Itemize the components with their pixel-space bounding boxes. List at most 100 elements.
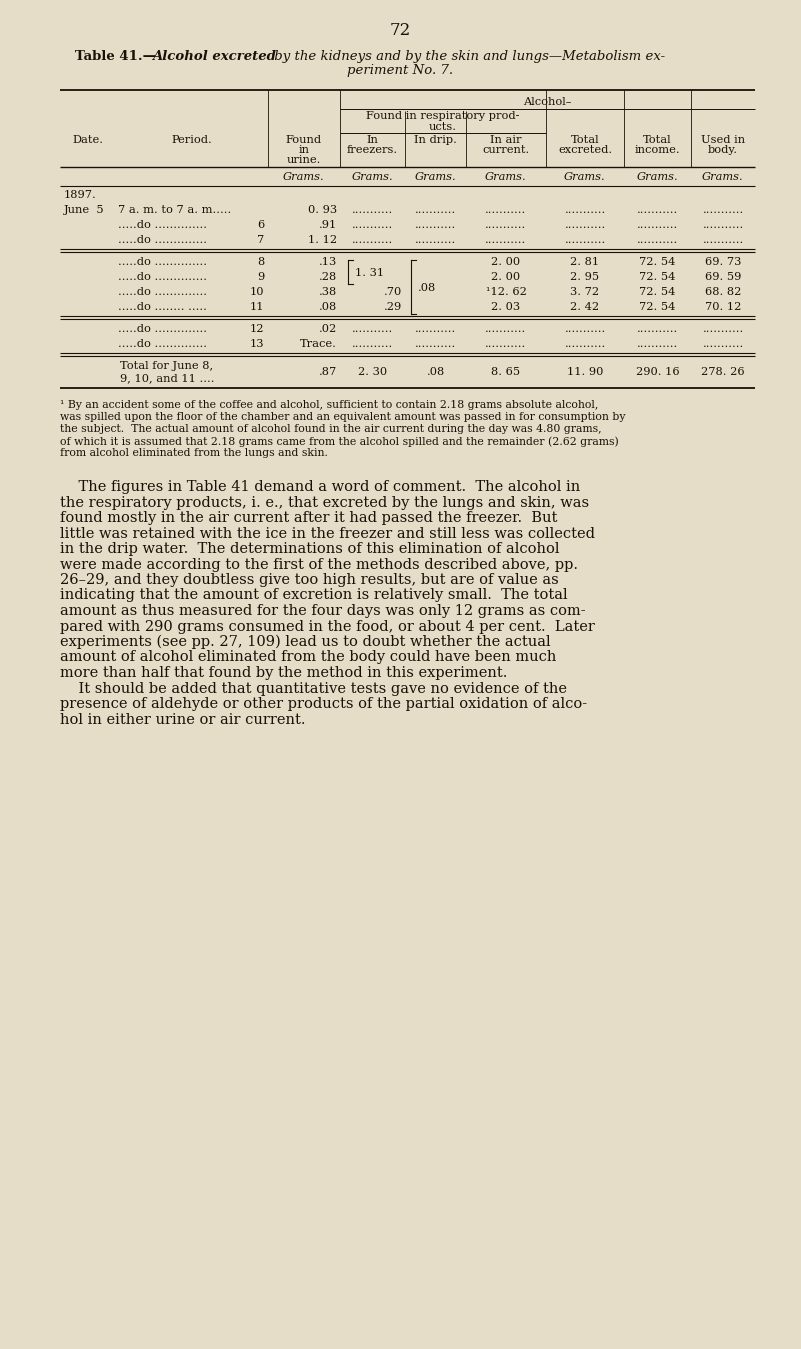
Text: 9, 10, and 11 ....: 9, 10, and 11 .... bbox=[120, 374, 215, 383]
Text: 9: 9 bbox=[257, 272, 264, 282]
Text: .....do ..............: .....do .............. bbox=[118, 324, 207, 335]
Text: .08: .08 bbox=[426, 367, 445, 376]
Text: Grams.: Grams. bbox=[415, 173, 457, 182]
Text: Grams.: Grams. bbox=[284, 173, 325, 182]
Text: ...........: ........... bbox=[485, 220, 526, 229]
Text: 8. 65: 8. 65 bbox=[492, 367, 521, 376]
Text: periment No. 7.: periment No. 7. bbox=[347, 63, 453, 77]
Text: more than half that found by the method in this experiment.: more than half that found by the method … bbox=[60, 666, 507, 680]
Text: experiments (see pp. 27, 109) lead us to doubt whether the actual: experiments (see pp. 27, 109) lead us to… bbox=[60, 635, 550, 649]
Text: ...........: ........... bbox=[637, 235, 678, 246]
Text: .....do ..............: .....do .............. bbox=[118, 287, 207, 297]
Text: ...........: ........... bbox=[565, 235, 606, 246]
Text: In: In bbox=[367, 135, 378, 144]
Text: 70. 12: 70. 12 bbox=[705, 302, 741, 312]
Text: body.: body. bbox=[708, 144, 738, 155]
Text: of which it is assumed that 2.18 grams came from the alcohol spilled and the rem: of which it is assumed that 2.18 grams c… bbox=[60, 436, 618, 447]
Text: 69. 73: 69. 73 bbox=[705, 258, 741, 267]
Text: 26–29, and they doubtless give too high results, but are of value as: 26–29, and they doubtless give too high … bbox=[60, 573, 559, 587]
Text: indicating that the amount of excretion is relatively small.  The total: indicating that the amount of excretion … bbox=[60, 588, 568, 603]
Text: 3. 72: 3. 72 bbox=[570, 287, 600, 297]
Text: income.: income. bbox=[634, 144, 680, 155]
Text: ...........: ........... bbox=[702, 324, 743, 335]
Text: in: in bbox=[299, 144, 309, 155]
Text: Used in: Used in bbox=[701, 135, 745, 144]
Text: .....do ..............: .....do .............. bbox=[118, 235, 207, 246]
Text: Alcohol–: Alcohol– bbox=[523, 97, 572, 107]
Text: Found in respiratory prod-: Found in respiratory prod- bbox=[366, 111, 520, 121]
Text: 2. 95: 2. 95 bbox=[570, 272, 600, 282]
Text: .....do ..............: .....do .............. bbox=[118, 339, 207, 349]
Text: from alcohol eliminated from the lungs and skin.: from alcohol eliminated from the lungs a… bbox=[60, 448, 328, 459]
Text: In air: In air bbox=[490, 135, 521, 144]
Text: ...........: ........... bbox=[702, 220, 743, 229]
Text: 72. 54: 72. 54 bbox=[639, 287, 676, 297]
Text: ...........: ........... bbox=[637, 220, 678, 229]
Text: ...........: ........... bbox=[415, 220, 456, 229]
Text: ¹ By an accident some of the coffee and alcohol, sufficient to contain 2.18 gram: ¹ By an accident some of the coffee and … bbox=[60, 401, 598, 410]
Text: ...........: ........... bbox=[637, 339, 678, 349]
Text: ...........: ........... bbox=[702, 235, 743, 246]
Text: 68. 82: 68. 82 bbox=[705, 287, 741, 297]
Text: ...........: ........... bbox=[485, 324, 526, 335]
Text: ...........: ........... bbox=[352, 235, 393, 246]
Text: urine.: urine. bbox=[287, 155, 321, 165]
Text: 8: 8 bbox=[257, 258, 264, 267]
Text: ...........: ........... bbox=[485, 205, 526, 214]
Text: .28: .28 bbox=[319, 272, 337, 282]
Text: .38: .38 bbox=[319, 287, 337, 297]
Text: in the drip water.  The determinations of this elimination of alcohol: in the drip water. The determinations of… bbox=[60, 542, 560, 556]
Text: Total: Total bbox=[570, 135, 599, 144]
Text: 2. 81: 2. 81 bbox=[570, 258, 600, 267]
Text: Date.: Date. bbox=[72, 135, 103, 144]
Text: .....do ..............: .....do .............. bbox=[118, 272, 207, 282]
Text: In drip.: In drip. bbox=[414, 135, 457, 144]
Text: 1897.: 1897. bbox=[64, 190, 97, 200]
Text: pared with 290 grams consumed in the food, or about 4 per cent.  Later: pared with 290 grams consumed in the foo… bbox=[60, 619, 595, 634]
Text: Period.: Period. bbox=[171, 135, 212, 144]
Text: Grams.: Grams. bbox=[352, 173, 393, 182]
Text: presence of aldehyde or other products of the partial oxidation of alco-: presence of aldehyde or other products o… bbox=[60, 697, 587, 711]
Text: Total: Total bbox=[643, 135, 672, 144]
Text: ...........: ........... bbox=[485, 235, 526, 246]
Text: .13: .13 bbox=[319, 258, 337, 267]
Text: 72: 72 bbox=[389, 22, 411, 39]
Text: 7 a. m. to 7 a. m.....: 7 a. m. to 7 a. m..... bbox=[118, 205, 231, 214]
Text: 1. 31: 1. 31 bbox=[355, 268, 384, 278]
Text: Trace.: Trace. bbox=[300, 339, 337, 349]
Text: ...........: ........... bbox=[565, 324, 606, 335]
Text: It should be added that quantitative tests gave no evidence of the: It should be added that quantitative tes… bbox=[60, 681, 567, 696]
Text: .70: .70 bbox=[384, 287, 402, 297]
Text: excreted.: excreted. bbox=[558, 144, 612, 155]
Text: 7: 7 bbox=[257, 235, 264, 246]
Text: ¹12. 62: ¹12. 62 bbox=[485, 287, 526, 297]
Text: June  5: June 5 bbox=[64, 205, 105, 214]
Text: 2. 03: 2. 03 bbox=[492, 302, 521, 312]
Text: .....do ........ .....: .....do ........ ..... bbox=[118, 302, 207, 312]
Text: Table 41.—: Table 41.— bbox=[75, 50, 156, 63]
Text: ...........: ........... bbox=[565, 220, 606, 229]
Text: 72. 54: 72. 54 bbox=[639, 258, 676, 267]
Text: 278. 26: 278. 26 bbox=[701, 367, 745, 376]
Text: 10: 10 bbox=[249, 287, 264, 297]
Text: hol in either urine or air current.: hol in either urine or air current. bbox=[60, 712, 305, 727]
Text: ...........: ........... bbox=[485, 339, 526, 349]
Text: 0. 93: 0. 93 bbox=[308, 205, 337, 214]
Text: Grams.: Grams. bbox=[702, 173, 744, 182]
Text: .29: .29 bbox=[384, 302, 402, 312]
Text: the subject.  The actual amount of alcohol found in the air current during the d: the subject. The actual amount of alcoho… bbox=[60, 424, 602, 434]
Text: .87: .87 bbox=[319, 367, 337, 376]
Text: ...........: ........... bbox=[565, 205, 606, 214]
Text: 72. 54: 72. 54 bbox=[639, 302, 676, 312]
Text: ...........: ........... bbox=[415, 235, 456, 246]
Text: freezers.: freezers. bbox=[347, 144, 398, 155]
Text: 69. 59: 69. 59 bbox=[705, 272, 741, 282]
Text: current.: current. bbox=[482, 144, 529, 155]
Text: .91: .91 bbox=[319, 220, 337, 229]
Text: .....do ..............: .....do .............. bbox=[118, 220, 207, 229]
Text: ...........: ........... bbox=[352, 220, 393, 229]
Text: ...........: ........... bbox=[415, 339, 456, 349]
Text: 2. 00: 2. 00 bbox=[492, 272, 521, 282]
Text: Total for June 8,: Total for June 8, bbox=[120, 362, 213, 371]
Text: Alcohol excreted: Alcohol excreted bbox=[152, 50, 276, 63]
